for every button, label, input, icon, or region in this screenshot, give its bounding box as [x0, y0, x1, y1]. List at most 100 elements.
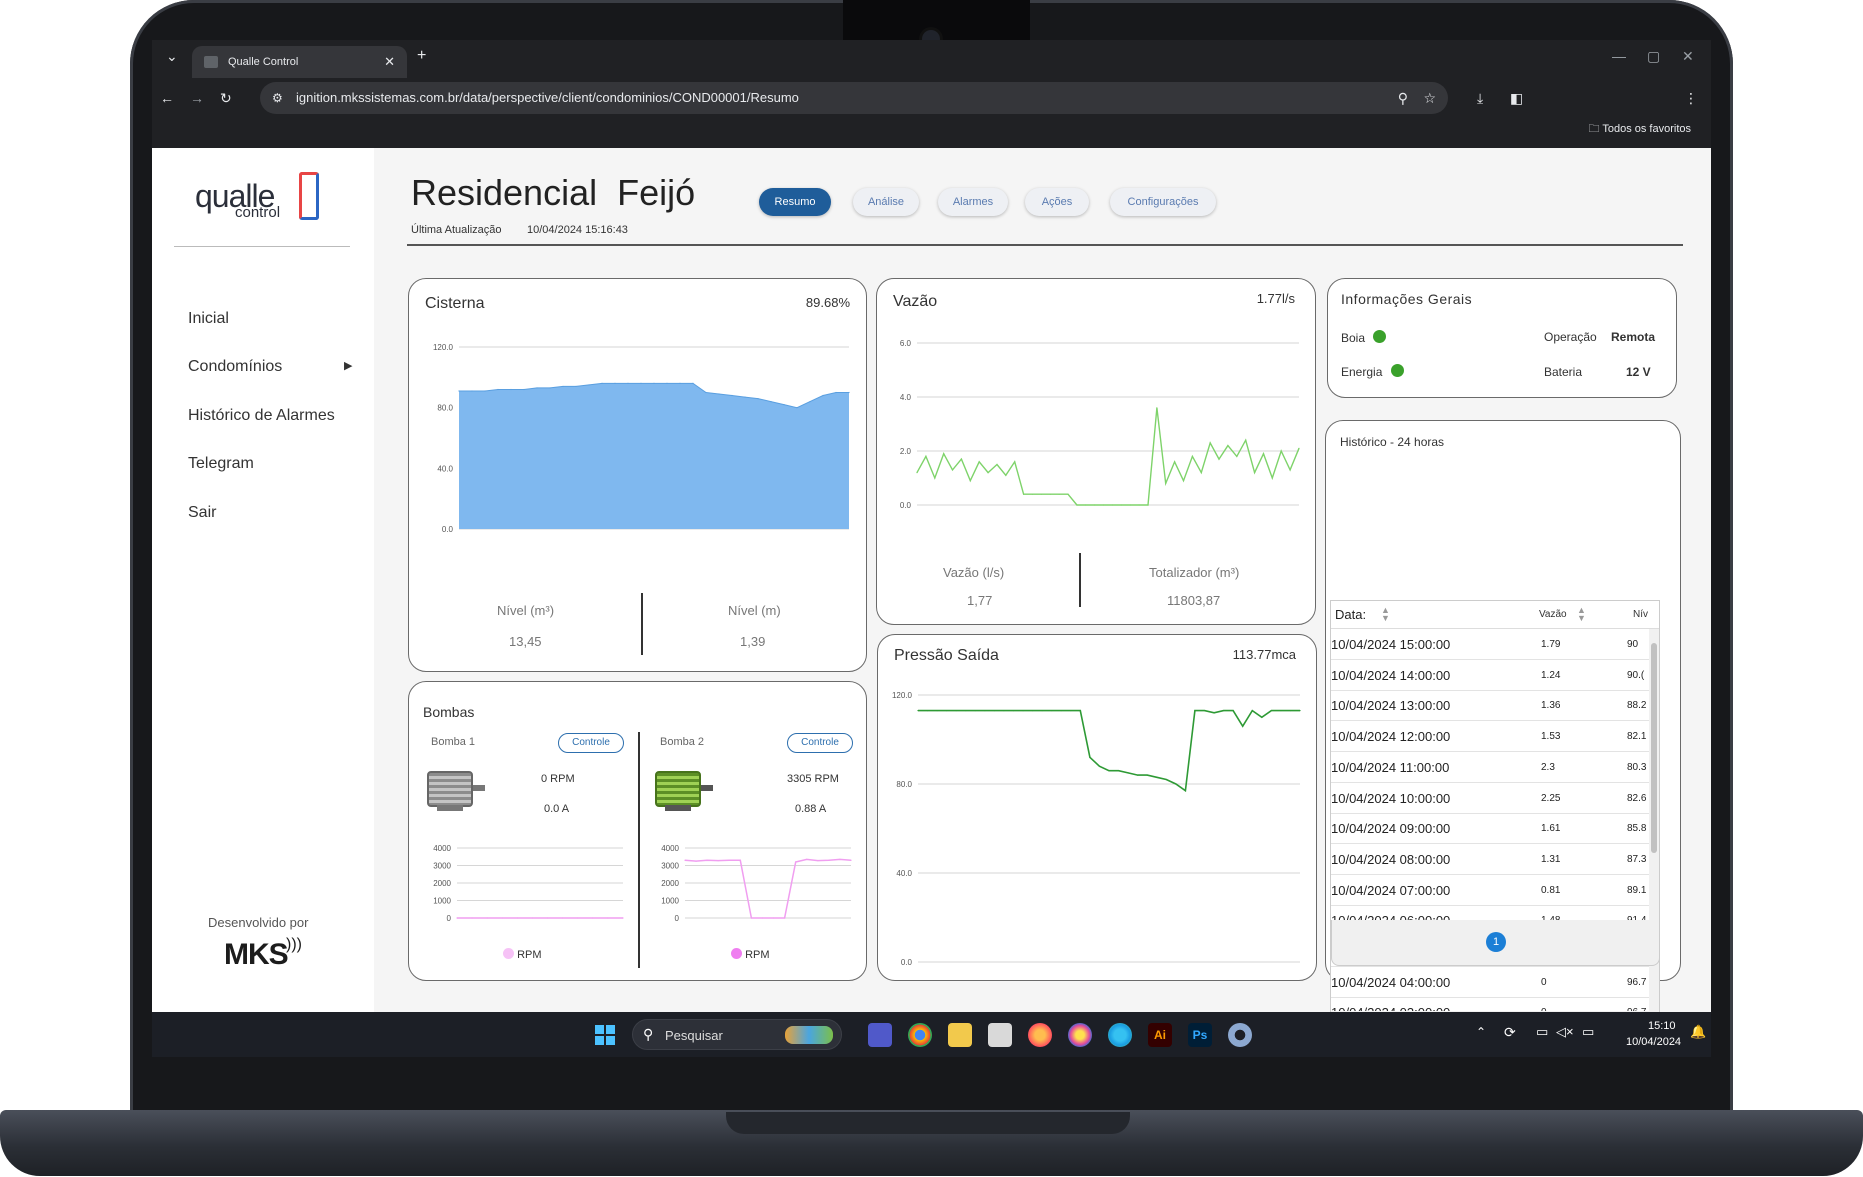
data-point — [744, 396, 746, 398]
data-point — [592, 917, 594, 919]
cisterna-level-m-label: Nível (m) — [728, 603, 781, 618]
taskbar-search[interactable]: ⚲ Pesquisar — [632, 1019, 842, 1050]
y-tick-label: 1000 — [661, 897, 679, 906]
table-row[interactable]: 10/04/2024 10:00:00 2.25 82.6 — [1331, 783, 1659, 814]
pump1-rpm: 0 RPM — [541, 773, 575, 785]
tray-chevron-icon[interactable]: ⌃ — [1476, 1025, 1487, 1039]
last-update-label: Última Atualização — [411, 224, 502, 236]
browser-chrome: ⌄ Qualle Control ✕ + — ▢ ✕ ← → ↻ ⚙ ignit… — [152, 40, 1711, 148]
pump2-legend-label: RPM — [745, 949, 770, 961]
all-bookmarks[interactable]: 🗀 Todos os favoritos — [1588, 120, 1691, 139]
sort-data-icon[interactable]: ▲ ▼ — [1381, 605, 1390, 623]
sync-icon[interactable]: ⟳ — [1504, 1024, 1516, 1040]
tab-resumo[interactable]: Resumo — [759, 188, 831, 216]
pump2-current: 0.88 A — [795, 803, 827, 815]
table-row[interactable]: 10/04/2024 04:00:00 0 96.7 — [1331, 967, 1659, 998]
illustrator-icon[interactable]: Ai — [1148, 1023, 1172, 1047]
chrome-icon[interactable] — [908, 1023, 932, 1047]
zoom-icon[interactable]: ⚲ — [1397, 90, 1408, 106]
data-point — [796, 407, 798, 409]
data-point — [750, 917, 752, 919]
nav-historico-alarmes[interactable]: Histórico de Alarmes — [188, 407, 335, 424]
firefox-icon[interactable] — [1028, 1023, 1052, 1047]
photoshop-icon[interactable]: Ps — [1188, 1023, 1212, 1047]
col-data-header[interactable]: Data: — [1335, 607, 1367, 622]
menu-icon[interactable]: ⋮ — [1684, 90, 1698, 106]
table-row[interactable]: 10/04/2024 08:00:00 1.31 87.3 — [1331, 844, 1659, 875]
table-row[interactable]: 10/04/2024 11:00:00 2.3 80.3 — [1331, 752, 1659, 783]
browser-tab[interactable]: Qualle Control ✕ — [192, 46, 407, 78]
bookmark-star-icon[interactable]: ☆ — [1423, 90, 1436, 106]
table-row[interactable]: 10/04/2024 13:00:00 1.36 88.2 — [1331, 690, 1659, 722]
close-tab-icon[interactable]: ✕ — [384, 54, 395, 69]
col-nivel-header[interactable]: Nív — [1633, 609, 1648, 620]
pump2-control-button[interactable]: Controle — [787, 733, 853, 753]
network-icon[interactable]: ▭ — [1536, 1024, 1549, 1039]
data-point — [1245, 439, 1247, 441]
data-point — [497, 388, 499, 391]
data-point — [1079, 709, 1081, 712]
nav-condominios[interactable]: Condomínios — [188, 358, 283, 375]
download-icon[interactable]: ⤓ — [1477, 90, 1484, 106]
page-1-button[interactable]: 1 — [1486, 932, 1506, 952]
pump1-control-button[interactable]: Controle — [558, 733, 624, 753]
cell-date: 10/04/2024 07:00:00 — [1331, 882, 1451, 898]
edge-icon[interactable] — [1108, 1023, 1132, 1047]
battery-icon[interactable]: ▭ — [1582, 1024, 1595, 1039]
energia-status-dot — [1391, 364, 1404, 377]
pump1-name: Bomba 1 — [431, 736, 476, 748]
notification-bell-icon[interactable]: 🔔 — [1690, 1024, 1707, 1039]
data-point — [471, 917, 473, 919]
table-vscrollbar[interactable] — [1649, 629, 1659, 1011]
table-row[interactable]: 10/04/2024 09:00:00 1.61 85.8 — [1331, 813, 1659, 845]
y-tick-label: 80.0 — [896, 780, 912, 789]
cell-vazao: 1.61 — [1541, 823, 1561, 835]
reload-icon[interactable]: ↻ — [220, 90, 232, 106]
file-explorer-icon[interactable] — [948, 1023, 972, 1047]
tab-alarmes[interactable]: Alarmes — [938, 188, 1008, 216]
new-tab-icon[interactable]: + — [417, 47, 427, 64]
pump2-rpm-chart: 4000 3000 2000 1000 0 — [661, 844, 852, 923]
tab-acoes[interactable]: Ações — [1025, 188, 1089, 216]
volume-icon[interactable]: ◁× — [1556, 1024, 1574, 1039]
history-table[interactable]: Data: ▲ ▼ Vazão ▲ ▼ Nív 10/04/2024 15:00:0… — [1330, 600, 1660, 1033]
col-vazao-header[interactable]: Vazão — [1539, 609, 1567, 620]
nav-telegram[interactable]: Telegram — [188, 455, 254, 472]
opera-gx-icon[interactable] — [1068, 1023, 1092, 1047]
minimize-icon[interactable]: — — [1612, 48, 1626, 64]
nav-sair[interactable]: Sair — [188, 504, 217, 521]
cell-nivel: 80.3 — [1627, 761, 1647, 773]
maximize-icon[interactable]: ▢ — [1647, 48, 1661, 64]
site-info-icon[interactable]: ⚙ — [272, 91, 283, 105]
table-row[interactable]: 10/04/2024 15:00:00 1.79 90 — [1331, 629, 1659, 660]
data-point — [936, 709, 938, 712]
teams-icon[interactable] — [868, 1023, 892, 1047]
forward-icon[interactable]: → — [190, 90, 204, 106]
back-icon[interactable]: ← — [160, 90, 174, 106]
sort-vazao-icon[interactable]: ▲ ▼ — [1577, 605, 1586, 623]
tab-analise[interactable]: Análise — [853, 188, 919, 216]
bateria-value: 12 V — [1626, 365, 1651, 379]
chevron-right-icon[interactable]: ▶ — [344, 360, 353, 372]
tab-list-icon[interactable]: ⌄ — [166, 48, 178, 64]
snipping-tool-icon[interactable] — [988, 1023, 1012, 1047]
data-point — [1023, 493, 1025, 495]
windows-start-icon[interactable] — [593, 1023, 617, 1047]
data-point — [993, 709, 995, 712]
address-bar[interactable]: ⚙ ignition.mkssistemas.com.br/data/persp… — [260, 82, 1448, 114]
data-point — [987, 472, 989, 474]
table-row[interactable]: 10/04/2024 14:00:00 1.24 90.( — [1331, 660, 1659, 691]
close-window-icon[interactable]: ✕ — [1682, 48, 1694, 64]
clock-date[interactable]: 10/04/2024 — [1626, 1036, 1682, 1048]
settings-icon[interactable] — [1228, 1023, 1252, 1047]
clock-time[interactable]: 15:10 — [1648, 1020, 1676, 1032]
y-tick-label: 4000 — [661, 844, 679, 853]
table-row[interactable]: 10/04/2024 07:00:00 0.81 89.1 — [1331, 875, 1659, 906]
data-point — [679, 382, 681, 384]
side-panel-icon[interactable]: ◧ — [1510, 90, 1524, 106]
table-row[interactable]: 10/04/2024 12:00:00 1.53 82.1 — [1331, 721, 1659, 753]
tab-configuracoes[interactable]: Configurações — [1110, 188, 1216, 216]
nav-inicial[interactable]: Inicial — [188, 310, 229, 327]
data-point — [549, 387, 551, 389]
vscroll-thumb[interactable] — [1651, 643, 1657, 853]
